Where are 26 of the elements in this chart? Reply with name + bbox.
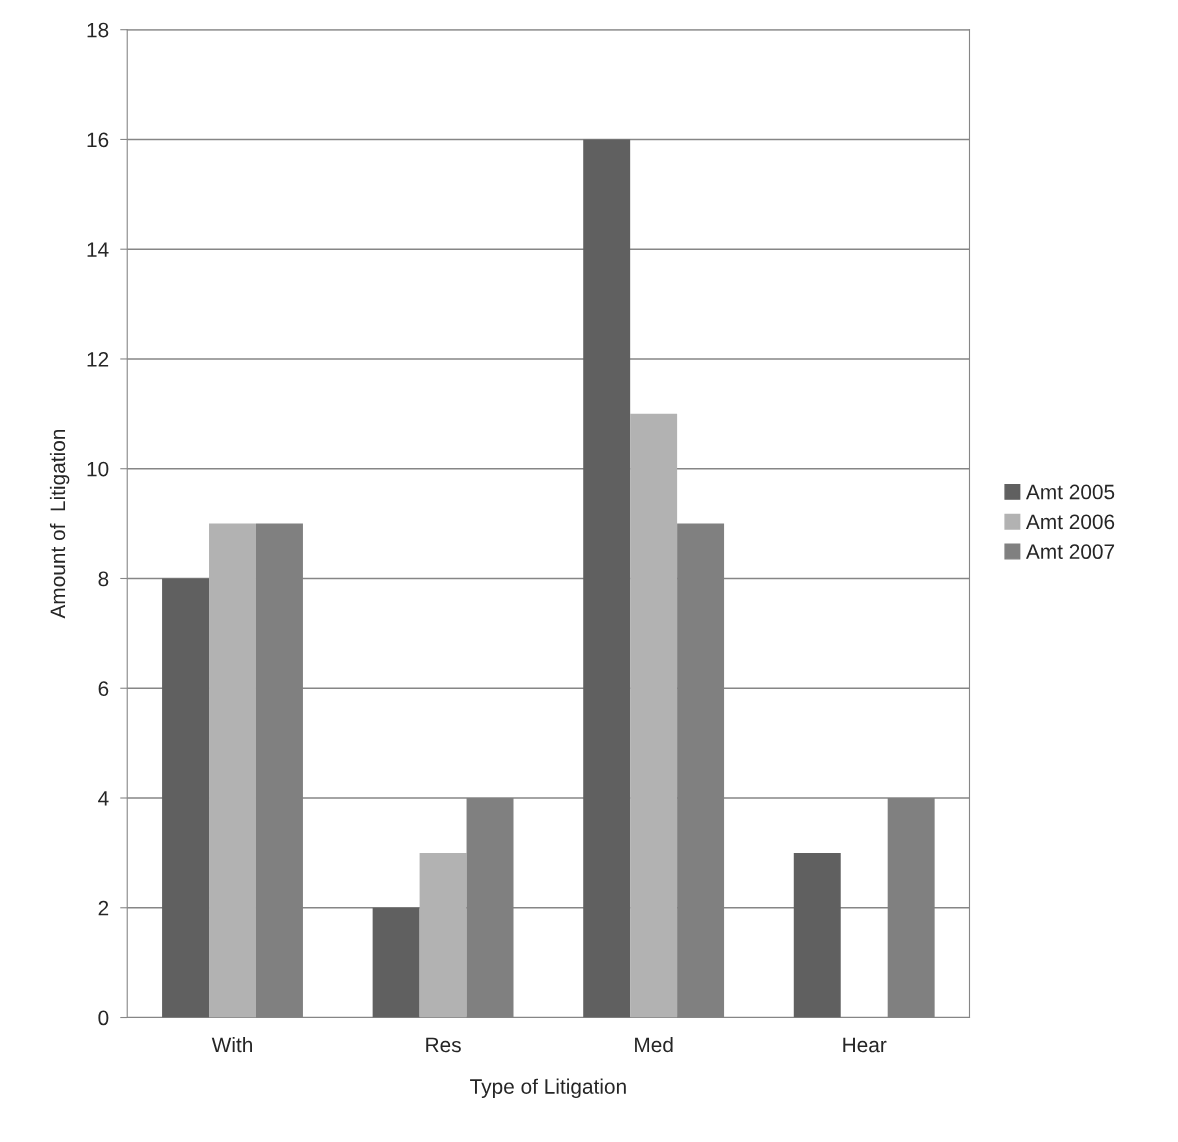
x-tick-label: Med [635, 1036, 673, 1053]
bar [583, 139, 631, 1018]
y-tick-label: 12 [87, 351, 109, 367]
y-tick-label: 6 [98, 681, 109, 696]
bar [419, 852, 467, 1018]
bar [630, 413, 678, 1018]
legend-label: Amt 2006 [1025, 514, 1115, 530]
y-tick-label: 14 [87, 242, 109, 257]
x-tick-label: With [211, 1036, 252, 1053]
y-tick-label: 2 [98, 900, 109, 916]
y-tick-label: 10 [87, 461, 109, 477]
bar [793, 852, 841, 1018]
y-tick-label: 8 [98, 571, 109, 587]
bar [372, 907, 420, 1018]
y-tick-label: 18 [87, 22, 109, 38]
y-tick-label: 4 [98, 791, 109, 806]
bar [209, 523, 256, 1018]
bar [162, 578, 210, 1018]
y-tick-label: 16 [87, 132, 109, 148]
legend-label: Amt 2007 [1025, 544, 1115, 560]
y-axis-title: Amount of Litigation [49, 429, 70, 619]
y-tick-label: 0 [98, 1010, 109, 1026]
x-tick-label: Res [426, 1037, 461, 1053]
legend-label: Amt 2005 [1025, 484, 1115, 500]
x-axis-title: Type of Litigation [470, 1078, 626, 1099]
x-tick-label: Hear [843, 1037, 887, 1053]
